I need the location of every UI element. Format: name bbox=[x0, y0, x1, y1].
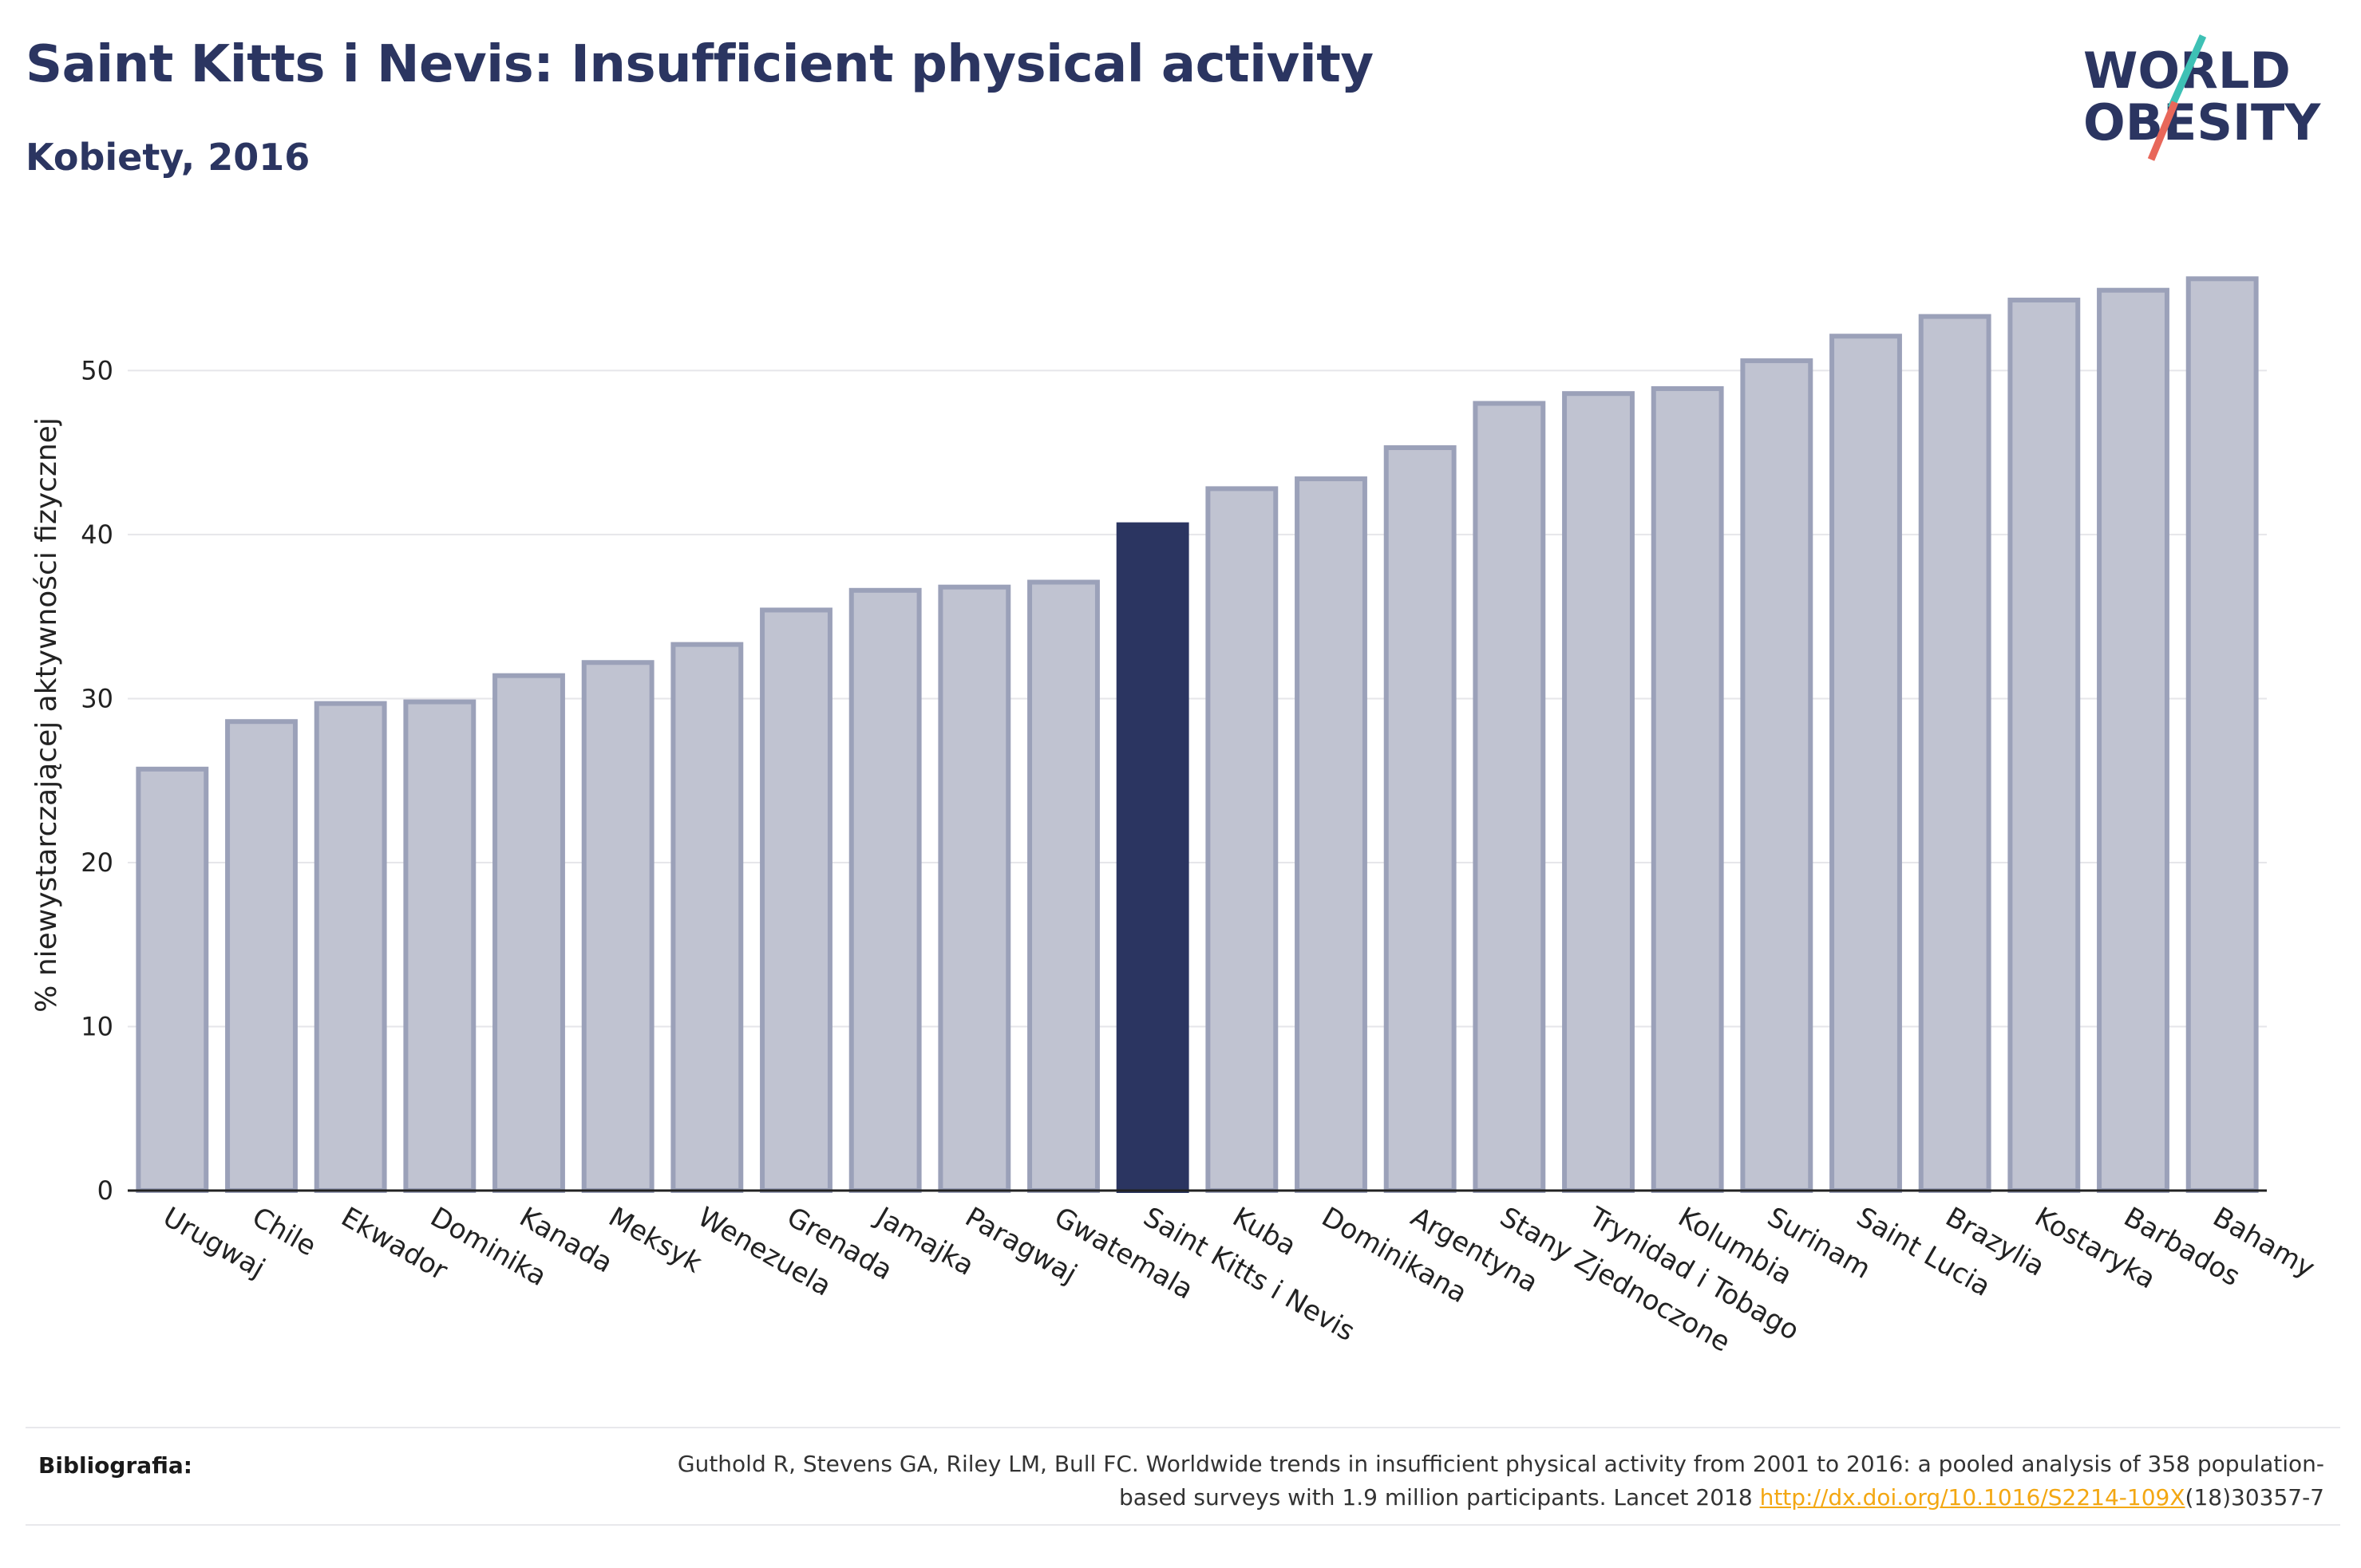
y-tick-label: 30 bbox=[81, 683, 113, 713]
bar bbox=[2185, 276, 2259, 1194]
bar bbox=[670, 642, 744, 1193]
bar bbox=[760, 607, 832, 1193]
y-tick-label: 40 bbox=[81, 519, 113, 550]
bar bbox=[1740, 358, 1813, 1193]
bibliography-text: Guthold R, Stevens GA, Riley LM, Bull FC… bbox=[648, 1448, 2324, 1515]
world-obesity-logo: WORLD OBESITY bbox=[2083, 34, 2321, 161]
bar bbox=[1651, 386, 1724, 1193]
bar bbox=[1295, 476, 1367, 1193]
bar bbox=[1562, 391, 1635, 1193]
bar bbox=[314, 701, 387, 1193]
logo-text-obesity: OBESITY bbox=[2083, 93, 2321, 152]
bar bbox=[1918, 314, 1991, 1193]
bar bbox=[1116, 522, 1189, 1193]
bar bbox=[225, 719, 298, 1193]
y-tick-label: 50 bbox=[81, 355, 113, 385]
y-axis-label: % niewystarczającej aktywności fizycznej bbox=[30, 417, 63, 1013]
bar bbox=[492, 673, 565, 1193]
footer-divider-bottom bbox=[26, 1524, 2340, 1526]
bar bbox=[581, 660, 655, 1193]
bar bbox=[1829, 334, 1902, 1194]
bar bbox=[848, 587, 922, 1193]
bar bbox=[1473, 401, 1546, 1194]
bar bbox=[938, 584, 1011, 1193]
x-tick-label: Meksyk bbox=[603, 1201, 708, 1280]
x-tick-label: Urugwaj bbox=[157, 1201, 270, 1285]
bar bbox=[403, 699, 477, 1193]
footer-divider-top bbox=[26, 1427, 2340, 1428]
bibliography-citation-end: (18)30357-7 bbox=[2185, 1484, 2324, 1511]
y-tick-label: 20 bbox=[81, 847, 113, 878]
bibliography-label: Bibliografia: bbox=[38, 1452, 193, 1479]
bar bbox=[1027, 579, 1100, 1193]
chart-title: Saint Kitts i Nevis: Insufficient physic… bbox=[26, 35, 1374, 94]
bar bbox=[1205, 486, 1279, 1193]
bibliography-doi-link[interactable]: http://dx.doi.org/10.1016/S2214-109X bbox=[1759, 1484, 2185, 1511]
chart-subtitle: Kobiety, 2016 bbox=[26, 136, 310, 179]
y-tick-label: 10 bbox=[81, 1011, 113, 1041]
bar bbox=[1383, 445, 1457, 1193]
bar bbox=[136, 766, 209, 1193]
y-tick-label: 0 bbox=[97, 1175, 113, 1206]
logo-accent-coral bbox=[2147, 101, 2179, 161]
logo-accent-teal bbox=[2167, 34, 2207, 109]
bibliography-citation: Guthold R, Stevens GA, Riley LM, Bull FC… bbox=[677, 1451, 2324, 1511]
bar bbox=[2007, 298, 2081, 1193]
bar bbox=[2097, 287, 2169, 1194]
